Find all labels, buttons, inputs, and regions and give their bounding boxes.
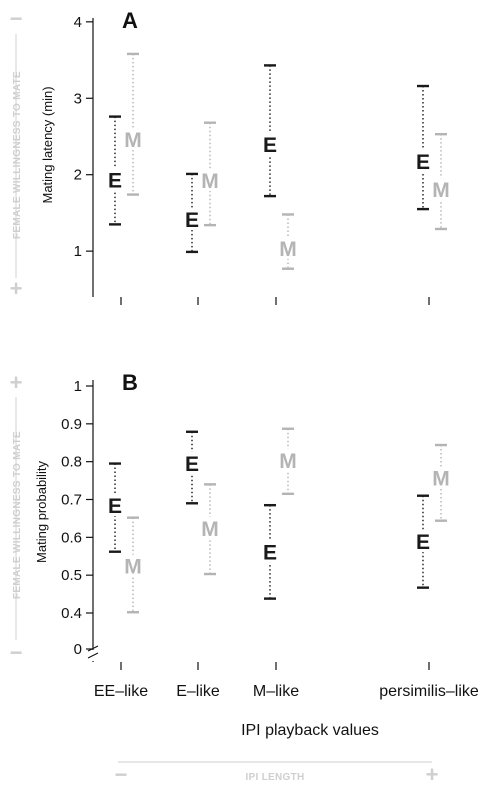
panel-a-marker-m: M xyxy=(124,129,142,152)
panel-b-ytick-label: 0.9 xyxy=(61,416,82,433)
x-tick-label: M–like xyxy=(253,683,299,700)
panel-a-side-label: FEMALE WILLINGNESS TO MATE xyxy=(12,71,23,239)
x-tick-label: EE–like xyxy=(94,683,148,700)
panel-b-marker-e: E xyxy=(108,495,122,518)
panel-b-marker-bg xyxy=(183,451,201,474)
x-tick-label: E–like xyxy=(176,683,220,700)
panel-a-marker-bg xyxy=(183,208,201,231)
panel-a-ytick-label: 1 xyxy=(74,243,82,260)
panel-a-side-bottom-sign: + xyxy=(10,276,23,301)
panel-a-y-ticks: 1 2 3 4 xyxy=(74,14,93,260)
panel-b-ytick-label: 0.8 xyxy=(61,454,82,471)
panel-b-marker-bg xyxy=(201,516,219,539)
panel-b-marker-m: M xyxy=(432,468,450,491)
panel-a-ytick-label: 2 xyxy=(74,167,82,184)
panel-a-marker-e: E xyxy=(416,151,430,174)
panel-a-marker-bg xyxy=(106,168,124,191)
panel-a-marker-bg xyxy=(124,127,142,150)
panel-b-marker-m: M xyxy=(201,518,219,541)
panel-a-marker-m: M xyxy=(279,238,297,261)
ipi-length-scale: − IPI LENGTH + xyxy=(115,761,439,786)
panel-b-marker-bg xyxy=(414,530,432,553)
panel-b-marker-bg xyxy=(261,540,279,563)
panel-b-ytick-label: 0 xyxy=(74,641,82,658)
panel-b-ytick-label: 1 xyxy=(74,378,82,395)
panel-b-marker-bg xyxy=(124,554,142,577)
panel-b-ytick-label: 0.5 xyxy=(61,567,82,584)
panel-a-marker-bg xyxy=(279,237,297,260)
panel-b: B Mating probability + − FEMALE WILLINGN… xyxy=(10,370,450,670)
panel-b-ylabel: Mating probability xyxy=(34,461,49,563)
panel-b-marker-m: M xyxy=(279,450,297,473)
panel-b-marker-bg xyxy=(106,494,124,517)
panel-a-marker-bg xyxy=(201,169,219,192)
panel-b-marker-e: E xyxy=(185,453,199,476)
panel-a-ylabel: Mating latency (min) xyxy=(40,86,55,203)
x-tick-labels: EE–like E–like M–like persimilis–like xyxy=(94,683,479,700)
panel-b-side-bottom-sign: − xyxy=(10,640,23,665)
panel-b-side-top-sign: + xyxy=(10,370,23,395)
x-axis-title: IPI playback values xyxy=(241,722,379,739)
panel-b-marker-e: E xyxy=(263,542,277,565)
panel-a-marker-bg xyxy=(414,149,432,172)
panel-b-y-ticks: 1 0.9 0.8 0.7 0.6 0.5 0.4 0 xyxy=(61,378,93,658)
panel-b-marker-bg xyxy=(432,466,450,489)
panel-a-marker-m: M xyxy=(201,170,219,193)
panel-a-ytick-label: 4 xyxy=(74,14,82,31)
panel-b-ytick-label: 0.4 xyxy=(61,605,82,622)
panel-a-x-ticks xyxy=(120,297,430,305)
panel-b-marks: E E E E M M M M xyxy=(106,427,450,614)
panel-a-marker-m: M xyxy=(432,179,450,202)
panel-b-marker-m: M xyxy=(124,556,142,579)
panel-a-side-scale: − + FEMALE WILLINGNESS TO MATE xyxy=(10,6,23,301)
panel-a: A Mating latency (min) − + FEMALE WILLIN… xyxy=(10,6,450,305)
ipi-length-plus: + xyxy=(426,762,439,786)
panel-b-letter: B xyxy=(122,370,138,395)
panel-a-marker-e: E xyxy=(108,169,122,192)
panel-b-x-ticks xyxy=(120,662,430,670)
x-tick-label: persimilis–like xyxy=(379,683,479,700)
panel-a-marker-bg xyxy=(432,178,450,201)
panel-a-marker-e: E xyxy=(185,209,199,232)
panel-a-ytick-label: 3 xyxy=(74,90,82,107)
panel-a-marker-bg xyxy=(261,133,279,156)
panel-a-letter: A xyxy=(122,8,138,33)
ipi-length-label: IPI LENGTH xyxy=(245,772,304,783)
panel-b-ytick-label: 0.6 xyxy=(61,529,82,546)
panel-b-side-label: FEMALE WILLINGNESS TO MATE xyxy=(12,431,23,599)
panel-b-marker-bg xyxy=(279,448,297,471)
ipi-length-minus: − xyxy=(115,762,128,786)
panel-a-marker-e: E xyxy=(263,134,277,157)
panel-b-ytick-label: 0.7 xyxy=(61,492,82,509)
panel-b-side-scale: + − FEMALE WILLINGNESS TO MATE xyxy=(10,370,23,665)
panel-a-side-top-sign: − xyxy=(10,6,23,31)
panel-b-marker-e: E xyxy=(416,531,430,554)
